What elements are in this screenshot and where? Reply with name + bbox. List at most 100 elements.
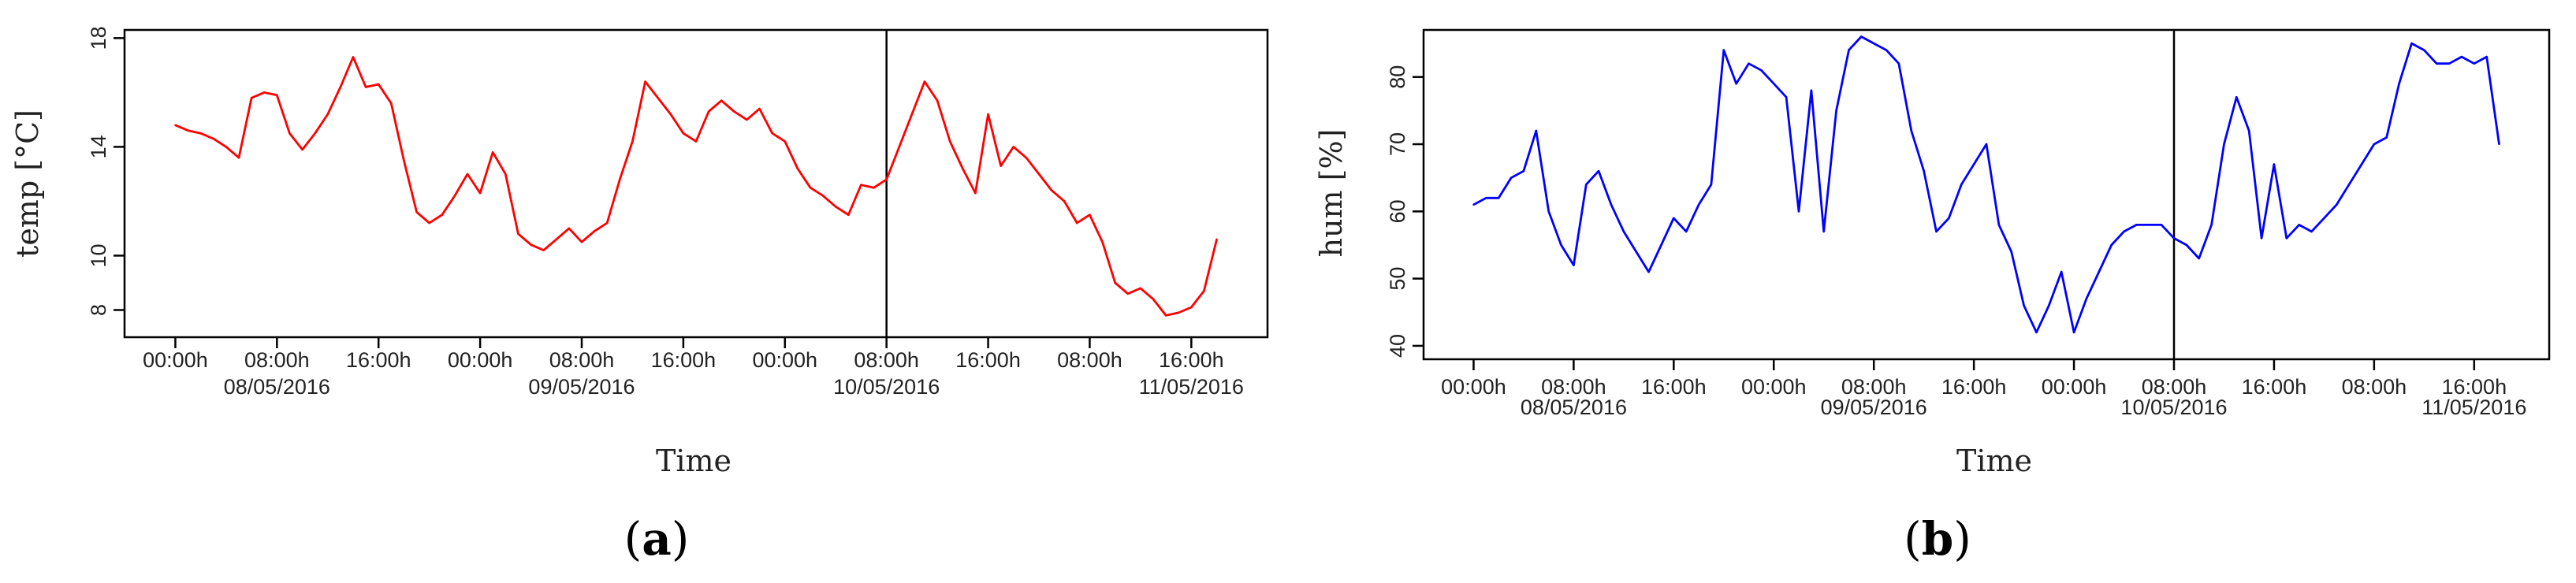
data-point [415, 211, 418, 214]
data-point [694, 140, 698, 143]
data-point [860, 184, 862, 186]
data-point [1126, 292, 1129, 295]
panel-b-x-axis-title: Time [1956, 444, 2032, 478]
data-point [225, 146, 228, 148]
data-point [809, 186, 812, 189]
data-point [1748, 62, 1750, 65]
data-point [1935, 230, 1938, 233]
x-date-label: 09/05/2016 [528, 375, 635, 399]
x-date-label: 09/05/2016 [1821, 395, 1927, 419]
data-point [847, 214, 850, 216]
data-point [2398, 83, 2400, 85]
y-tick-label: 50 [1386, 267, 1409, 291]
y-tick-label: 8 [87, 304, 110, 316]
data-point [1089, 214, 1091, 216]
x-date-label: 10/05/2016 [2120, 395, 2227, 419]
x-tick-label: 16:00h [346, 348, 411, 372]
data-point [669, 113, 672, 116]
x-tick-label: 08:00h [1057, 348, 1122, 372]
data-point [682, 132, 685, 135]
panel-a-y-axis: 8 10 14 18 [87, 26, 125, 316]
data-point [1535, 129, 1538, 132]
panel-a-label: (a) [624, 512, 690, 566]
data-point [2123, 230, 2125, 233]
y-tick-label: 40 [1386, 334, 1409, 358]
data-point [2023, 304, 2025, 306]
data-point [530, 243, 532, 246]
x-tick-label: 16:00h [1159, 348, 1224, 372]
data-point [835, 206, 837, 208]
data-point [466, 173, 469, 176]
data-point [1897, 62, 1900, 65]
data-point [1972, 163, 1975, 165]
data-point [631, 140, 634, 143]
data-point [352, 56, 355, 58]
data-point [2360, 163, 2363, 165]
data-point [2198, 257, 2200, 260]
panel-a-temp-series-line [174, 56, 1218, 317]
data-point [2336, 203, 2338, 206]
data-point [771, 132, 773, 135]
data-point [1797, 210, 1800, 213]
data-point [2385, 136, 2388, 139]
y-tick-label: 70 [1386, 132, 1409, 156]
data-point [1810, 89, 1813, 91]
data-point [1203, 290, 1205, 292]
panel-a-y-axis-title: temp [°C] [10, 110, 45, 258]
panel-a-x-axis: 00:00h 08:00h 08/05/2016 16:00h 00:00h 08:00h… [143, 337, 1244, 399]
data-point [1697, 203, 1700, 206]
data-point [2010, 251, 2012, 253]
data-point [2072, 331, 2075, 334]
data-point [885, 178, 888, 181]
data-point [441, 214, 443, 216]
data-point [1685, 230, 1688, 233]
x-tick-label: 16:00h [955, 348, 1021, 372]
data-point [314, 132, 316, 135]
data-point [1037, 173, 1040, 176]
panel-a-plot-frame [123, 28, 1269, 339]
data-point [199, 132, 202, 135]
data-point [378, 83, 380, 86]
data-point [2285, 237, 2288, 240]
data-point [1025, 157, 1028, 159]
data-point [1585, 184, 1588, 186]
data-point [1485, 197, 1487, 199]
data-point [1722, 49, 1725, 51]
x-tick-label: 08:00h [2342, 375, 2407, 399]
data-point [580, 241, 583, 243]
data-point [1597, 169, 1600, 173]
data-point [1910, 129, 1912, 132]
data-point [403, 159, 405, 162]
data-point [758, 107, 761, 110]
data-point [873, 186, 875, 189]
data-point [1012, 146, 1014, 148]
data-point [1215, 238, 1218, 240]
data-point [2298, 224, 2300, 226]
data-point [2135, 224, 2138, 226]
data-point [2473, 62, 2475, 65]
data-point [1076, 221, 1078, 225]
data-point [720, 99, 723, 102]
data-point [2310, 230, 2313, 233]
x-tick-label: 08:00h [244, 348, 310, 372]
data-point [542, 249, 545, 251]
x-tick-label: 00:00h [1441, 375, 1506, 399]
panel-b-hum-points [1472, 35, 2500, 334]
data-point [1885, 49, 1888, 51]
data-point [1735, 83, 1737, 85]
data-point [1773, 83, 1775, 85]
data-point [1000, 165, 1002, 167]
data-point [453, 195, 456, 197]
data-point [2098, 270, 2100, 273]
y-tick-label: 80 [1386, 65, 1409, 89]
y-tick-label: 10 [87, 243, 110, 267]
y-tick-label: 14 [87, 135, 110, 158]
data-point [606, 221, 609, 225]
x-tick-label: 00:00h [2042, 375, 2107, 399]
data-point [2460, 55, 2463, 58]
data-point [326, 113, 329, 116]
data-point [2260, 237, 2263, 240]
data-point [1985, 143, 1988, 146]
data-point [2347, 184, 2351, 186]
